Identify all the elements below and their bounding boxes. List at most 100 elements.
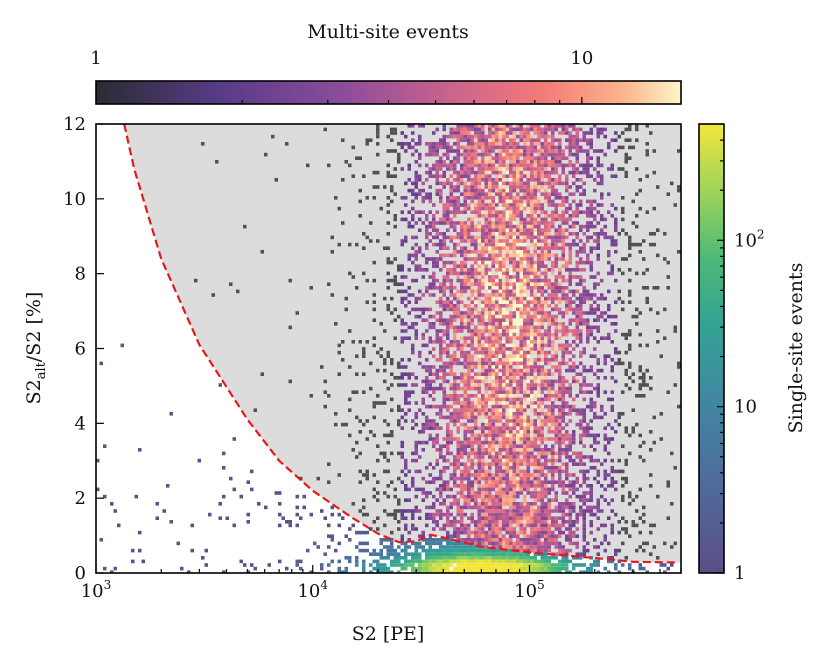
multi-site-cell [589, 203, 593, 207]
multi-site-cell [519, 361, 523, 366]
multi-site-cell [607, 314, 611, 319]
multi-site-cell [516, 419, 520, 423]
multi-site-cell [512, 484, 516, 488]
multi-site-cell [456, 527, 460, 531]
multi-site-cell [565, 185, 569, 189]
multi-site-cell [537, 491, 541, 495]
multi-site-cell [390, 408, 394, 412]
multi-site-cell [540, 505, 544, 510]
multi-site-cell [418, 217, 422, 222]
multi-site-cell [460, 505, 464, 510]
multi-site-cell [467, 379, 471, 384]
multi-site-cell [533, 336, 537, 340]
multi-site-cell [512, 257, 516, 261]
multi-site-cell [561, 426, 565, 430]
multi-site-cell [442, 415, 446, 420]
multi-site-cell [519, 322, 523, 326]
multi-site-cell [467, 487, 471, 492]
multi-site-cell [607, 516, 611, 520]
multi-site-cell [505, 278, 509, 283]
multi-site-cell [442, 372, 446, 376]
multi-site-cell [505, 149, 509, 153]
multi-site-cell [484, 163, 488, 168]
multi-site-cell [491, 178, 495, 182]
multi-site-cell [334, 196, 338, 200]
multi-site-cell [470, 217, 474, 222]
multi-site-cell [428, 419, 432, 423]
multi-site-cell [526, 214, 530, 218]
multi-site-cell [561, 228, 565, 232]
multi-site-cell [551, 487, 555, 492]
multi-site-cell [533, 466, 537, 470]
multi-site-cell [484, 480, 488, 484]
multi-site-cell [421, 188, 425, 193]
multi-site-cell [435, 264, 439, 268]
multi-site-cell [495, 332, 499, 337]
multi-site-cell [505, 455, 509, 459]
multi-site-cell [498, 458, 502, 463]
multi-site-cell [446, 271, 450, 276]
multi-site-cell [495, 185, 499, 189]
multi-site-cell [586, 329, 590, 333]
multi-site-cell [453, 530, 457, 535]
multi-site-cell [547, 257, 551, 261]
multi-site-cell [551, 239, 555, 243]
multi-site-cell [558, 152, 562, 157]
multi-site-cell [425, 376, 429, 380]
multi-site-cell [449, 322, 453, 326]
multi-site-cell [477, 466, 481, 470]
multi-site-cell [449, 293, 453, 297]
multi-site-cell [537, 368, 541, 373]
multi-site-cell [565, 433, 569, 438]
multi-site-cell [547, 286, 551, 290]
multi-site-cell [572, 484, 576, 488]
multi-site-cell [460, 278, 464, 283]
multi-site-cell [481, 512, 485, 517]
multi-site-cell [390, 199, 394, 204]
multi-site-cell [495, 152, 499, 157]
multi-site-cell [526, 422, 530, 427]
multi-site-cell [505, 138, 509, 142]
multi-site-cell [523, 221, 527, 225]
multi-site-cell [421, 498, 425, 502]
multi-site-cell [516, 278, 520, 283]
multi-site-cell [512, 260, 516, 265]
multi-site-cell [355, 390, 359, 394]
multi-site-cell [509, 480, 513, 484]
multi-site-cell [442, 293, 446, 297]
multi-site-cell [554, 124, 558, 128]
multi-site-cell [470, 361, 474, 366]
multi-site-cell [600, 217, 604, 222]
multi-site-cell [498, 412, 502, 416]
multi-site-cell [456, 242, 460, 247]
multi-site-cell [526, 192, 530, 196]
multi-site-cell [348, 329, 352, 333]
multi-site-cell [439, 253, 443, 258]
multi-site-cell [603, 433, 607, 438]
multi-site-cell [386, 232, 390, 236]
multi-site-cell [421, 390, 425, 394]
multi-site-cell [516, 509, 520, 513]
multi-site-cell [425, 379, 429, 384]
multi-site-cell [488, 469, 492, 474]
multi-site-cell [526, 473, 530, 477]
multi-site-cell [505, 332, 509, 337]
multi-site-cell [481, 138, 485, 142]
multi-site-cell [558, 268, 562, 272]
multi-site-cell [540, 343, 544, 348]
multi-site-cell [512, 203, 516, 207]
multi-site-cell [509, 458, 513, 463]
multi-site-cell [523, 476, 527, 481]
multi-site-cell [614, 314, 618, 319]
multi-site-cell [495, 404, 499, 409]
multi-site-cell [495, 239, 499, 243]
multi-site-cell [509, 156, 513, 160]
multi-site-cell [477, 264, 481, 268]
multi-site-cell [547, 142, 551, 146]
multi-site-cell [411, 188, 415, 193]
multi-site-cell [603, 523, 607, 528]
multi-site-cell [596, 329, 600, 333]
multi-site-cell [449, 386, 453, 391]
multi-site-cell [421, 199, 425, 204]
multi-site-cell [442, 134, 446, 139]
